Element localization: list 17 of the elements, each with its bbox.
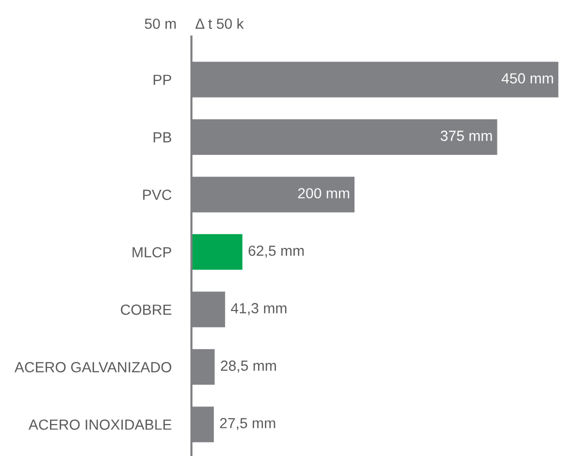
data-label: 450 mm	[502, 73, 553, 84]
data-label: 62,5 mm	[248, 246, 304, 258]
y-tick-label: PVC	[143, 190, 172, 200]
y-tick-label: PP	[154, 74, 172, 85]
y-tick-label: PB	[154, 132, 172, 142]
data-label: 375 mm	[440, 130, 492, 141]
text: 50 m	[144, 18, 176, 29]
y-tick-label: MLCP	[132, 247, 172, 258]
bar	[191, 234, 242, 270]
data-label: 27,5 mm	[220, 418, 276, 430]
y-tick-label: ACERO INOXIDABLE	[28, 419, 172, 430]
text: Δ t 50 k	[196, 18, 244, 29]
y-tick-label: ACERO GALVANIZADO	[14, 362, 172, 372]
data-label: 28,5 mm	[220, 360, 276, 373]
data-label: 41,3 mm	[230, 303, 286, 316]
y-tick-label: COBRE	[120, 304, 172, 315]
data-label: 200 mm	[298, 188, 350, 198]
